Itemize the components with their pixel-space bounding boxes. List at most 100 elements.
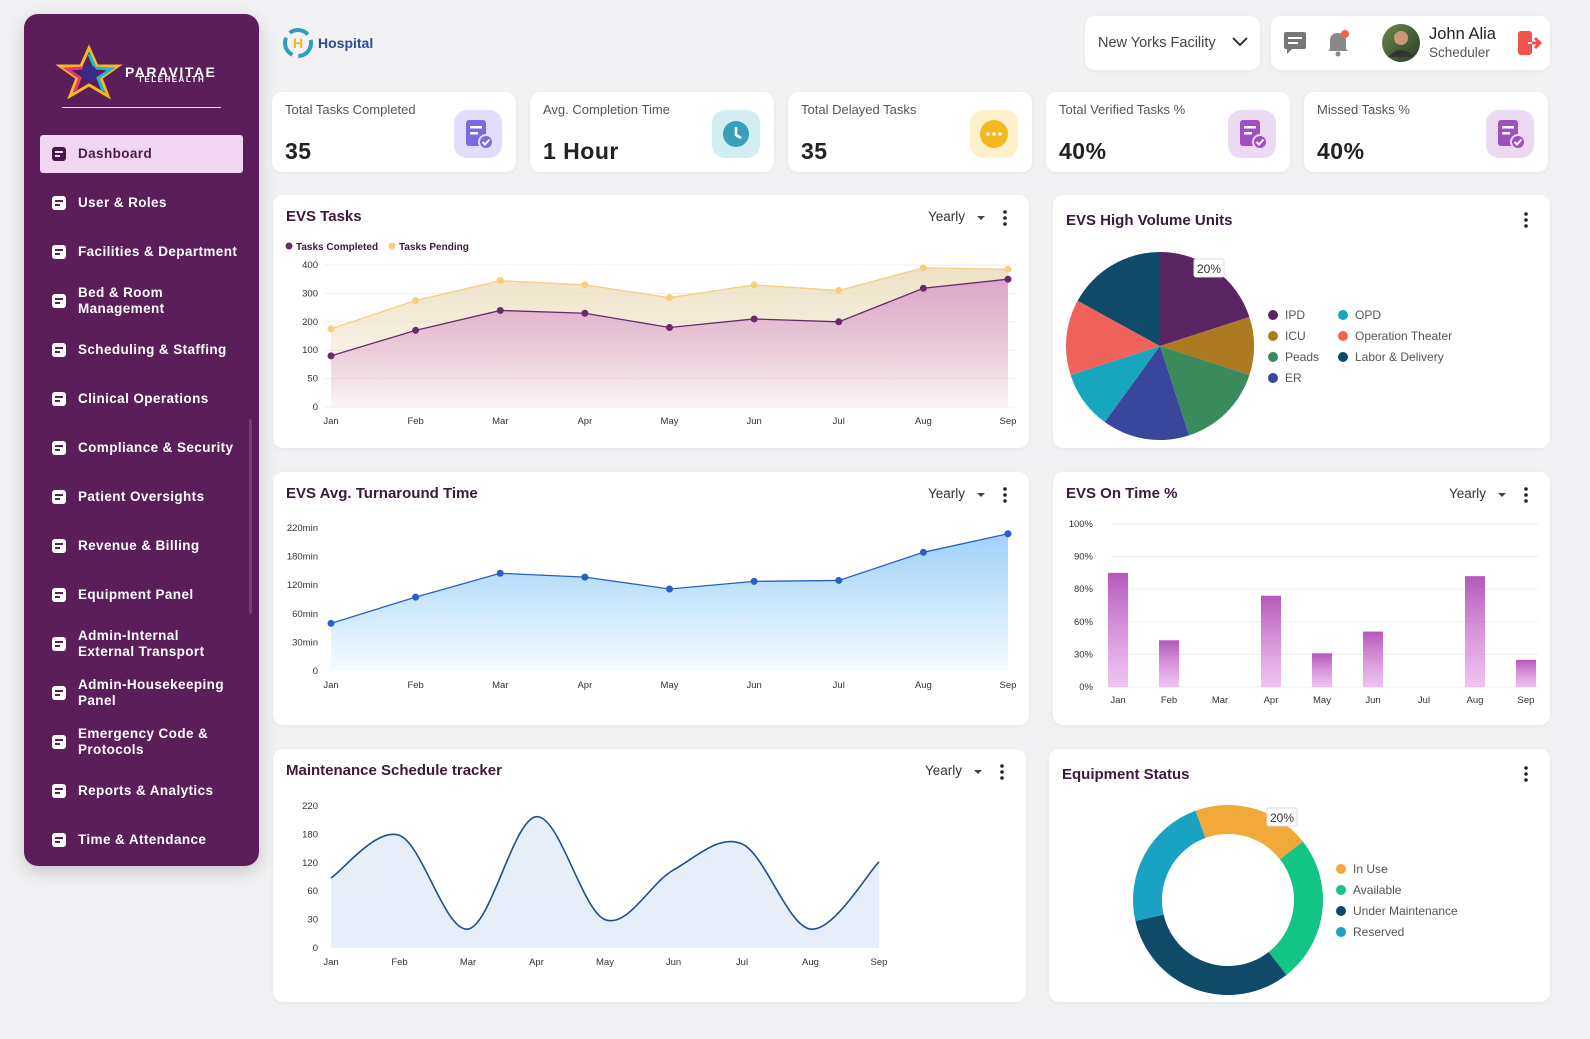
brand-sub: TELEHEALTH [138, 75, 206, 84]
kebab-dot [1524, 218, 1528, 222]
menu-label: Emergency Code & Protocols [78, 726, 209, 757]
menu-item[interactable]: Equipment Panel [40, 576, 243, 614]
kebab-dot [1000, 770, 1004, 774]
menu-item[interactable]: Compliance & Security [40, 429, 243, 467]
kpi-glyph [1498, 120, 1526, 150]
glyph-dot [998, 132, 1002, 136]
kpi-glyph [466, 120, 494, 150]
legend-swatch [1336, 927, 1346, 937]
glyph-hand [734, 127, 742, 140]
line-point [835, 287, 843, 295]
kebab-dot [1000, 764, 1004, 768]
pie-slice [1077, 252, 1160, 346]
legend-label: In Use [1353, 862, 1388, 876]
bell-icon[interactable] [1326, 29, 1350, 57]
menu-item[interactable]: Reports & Analytics [40, 772, 243, 810]
icon-detail [55, 494, 63, 496]
data-label: 20% [1270, 811, 1294, 825]
x-tick-label: Jan [323, 680, 338, 691]
menu-item[interactable]: Scheduling & Staffing [40, 331, 243, 369]
kebab-dot [1524, 778, 1528, 782]
x-tick-label: Feb [1161, 695, 1177, 706]
kpi-icon [1228, 110, 1276, 158]
menu-icon [52, 343, 66, 357]
legend-swatch [1268, 373, 1278, 383]
menu-item[interactable]: Time & Attendance [40, 821, 243, 859]
kebab-dot [1524, 224, 1528, 228]
bar [1312, 653, 1332, 687]
line-point [835, 318, 843, 326]
kebab-menu[interactable] [1524, 766, 1528, 782]
chart-panel: 0 50 100 200 300 400 Jan Feb Mar Apr May Jun Jul Aug S… [273, 195, 1029, 448]
legend-label: ER [1285, 371, 1302, 385]
x-tick-label: Aug [915, 416, 932, 427]
menu-icon [52, 147, 66, 161]
menu-item[interactable]: Patient Oversights [40, 478, 243, 516]
kpi-icon [1486, 110, 1534, 158]
icon-detail [55, 302, 60, 304]
kpi-glyph [1240, 120, 1268, 150]
icon-shape [52, 588, 66, 602]
menu-item[interactable]: User & Roles [40, 184, 243, 222]
logout-icon[interactable] [1516, 29, 1542, 57]
bar [1516, 659, 1536, 687]
menu-item[interactable]: Bed & Room Management [40, 282, 243, 320]
icon-detail [55, 543, 63, 545]
pie-slice [1160, 316, 1254, 376]
menu-item[interactable]: Facilities & Department [40, 233, 243, 271]
svg-text:H: H [293, 35, 303, 51]
icon-detail [55, 841, 60, 843]
menu-item[interactable]: Clinical Operations [40, 380, 243, 418]
bar [1108, 572, 1128, 687]
menu-icon [52, 686, 66, 700]
period-select[interactable]: Yearly [925, 763, 963, 778]
x-tick-label: Apr [577, 680, 592, 691]
kebab-menu[interactable] [1524, 212, 1528, 228]
kpi-card: Total Delayed Tasks 35 [788, 92, 1032, 172]
kpi-label: Total Delayed Tasks [801, 102, 917, 117]
icon-detail [55, 396, 63, 398]
legend-swatch [1268, 310, 1278, 320]
facility-select[interactable]: New Yorks Facility [1085, 16, 1260, 70]
x-tick-label: Sep [871, 957, 888, 968]
kebab-dot [1524, 487, 1528, 491]
menu-icon [52, 245, 66, 259]
line-point [496, 277, 504, 285]
kebab-menu[interactable] [1000, 764, 1004, 780]
divider [62, 107, 221, 108]
data-label-box [1266, 807, 1298, 827]
menu-label: Revenue & Billing [78, 538, 200, 553]
menu-label: Admin-Housekeeping Panel [78, 677, 224, 708]
menu-item[interactable]: Admin-Housekeeping Panel [40, 674, 243, 712]
menu-icon [52, 784, 66, 798]
menu-item[interactable]: Revenue & Billing [40, 527, 243, 565]
period-select[interactable]: Yearly [928, 486, 966, 501]
menu-icon [52, 735, 66, 749]
user-role: Scheduler [1429, 45, 1490, 60]
glyph-check [1513, 138, 1523, 146]
chart-panel: 0% 30% 60% 80% 90% 100% Jan Feb Mar Apr May Jun Jul A… [1053, 472, 1550, 725]
kebab-menu[interactable] [1003, 210, 1007, 226]
menu-item[interactable]: Dashboard [40, 135, 243, 173]
glyph-line [1244, 132, 1252, 135]
period-select[interactable]: Yearly [928, 209, 966, 224]
period-select[interactable]: Yearly [1449, 486, 1487, 501]
kebab-menu[interactable] [1003, 487, 1007, 503]
line-area [331, 816, 879, 948]
period-caret [977, 216, 985, 220]
avatar[interactable] [1381, 23, 1421, 63]
chart: 0 30min 60min 120min 180min 220min Jan Feb Mar Ap… [287, 487, 1016, 691]
menu-icon [52, 833, 66, 847]
y-tick-label: 220 [302, 801, 318, 812]
x-tick-label: Sep [1518, 695, 1535, 706]
chat-icon[interactable] [1283, 31, 1309, 55]
icon-shape [52, 294, 66, 308]
line-point [581, 281, 589, 289]
icon-shape [52, 392, 66, 406]
kebab-menu[interactable] [1524, 487, 1528, 503]
kpi-icon [712, 110, 760, 158]
menu-item[interactable]: Emergency Code & Protocols [40, 723, 243, 761]
kebab-dot [1003, 493, 1007, 497]
legend-label: Tasks Completed [296, 242, 378, 253]
menu-item[interactable]: Admin-Internal External Transport [40, 625, 243, 663]
